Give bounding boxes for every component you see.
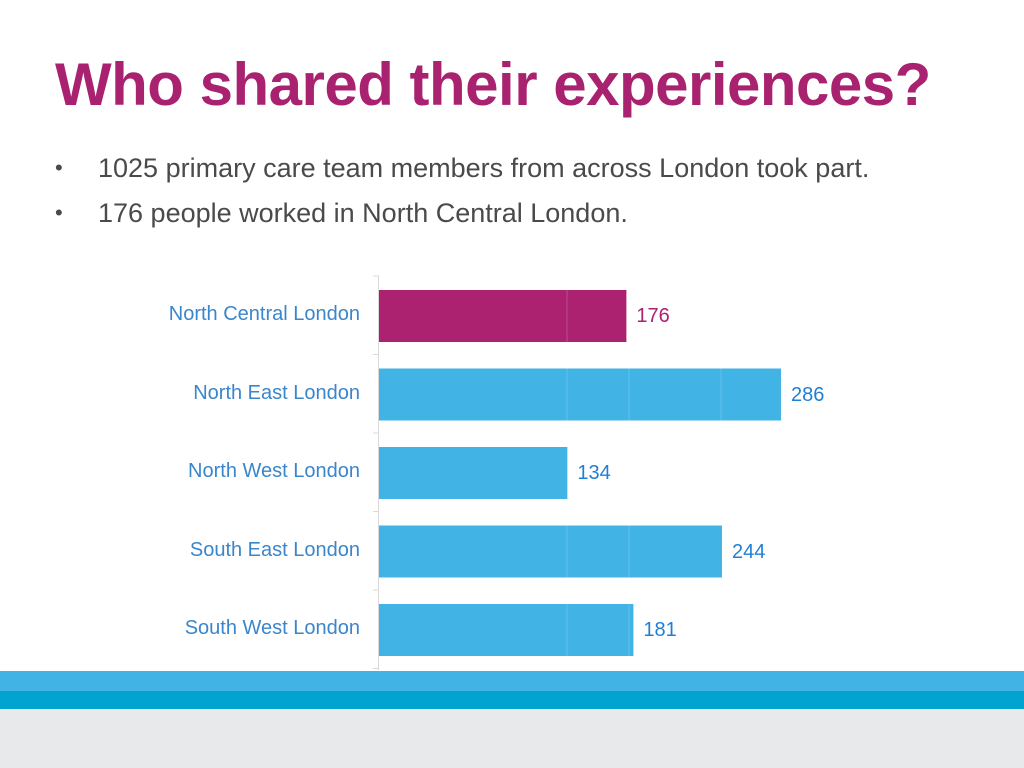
footer-band-top	[0, 671, 1024, 691]
bar	[379, 525, 722, 578]
bar	[379, 290, 627, 342]
bullet-item: • 176 people worked in North Central Lond…	[55, 193, 869, 238]
category-label: South East London	[189, 538, 360, 561]
footer-band-bottom	[0, 709, 1024, 768]
bar	[379, 604, 634, 656]
category-label: South West London	[184, 617, 360, 639]
bullet-icon: •	[55, 200, 63, 225]
bullet-text: 1025 primary care team members from acro…	[98, 153, 870, 183]
bullet-list: • 1025 primary care team members from acr…	[55, 148, 869, 238]
bar	[379, 447, 568, 499]
data-label: 181	[643, 619, 677, 641]
page-title: Who shared their experiences?	[55, 51, 931, 118]
bullet-text: 176 people worked in North Central Londo…	[98, 198, 628, 228]
data-label: 244	[731, 540, 766, 563]
bullet-icon: •	[55, 155, 63, 180]
category-label: North Central London	[168, 303, 360, 325]
footer-band-middle	[0, 691, 1024, 709]
bar	[379, 368, 781, 421]
data-label: 176	[636, 305, 670, 327]
data-label: 286	[791, 383, 825, 406]
category-label: North West London	[188, 460, 360, 482]
bullet-item: • 1025 primary care team members from acr…	[55, 148, 869, 193]
data-label: 134	[577, 462, 611, 484]
category-label: North East London	[193, 381, 360, 404]
